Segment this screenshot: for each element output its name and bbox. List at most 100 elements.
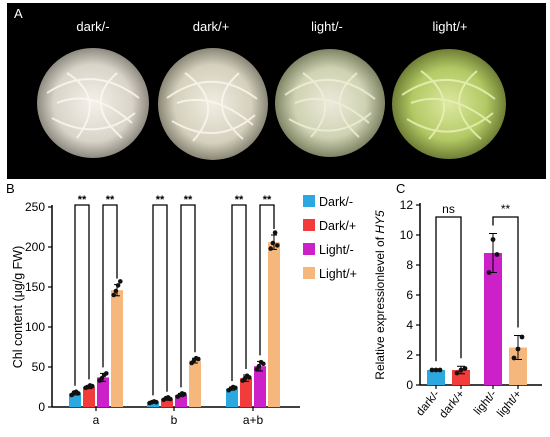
legend-swatch xyxy=(303,267,315,279)
data-point xyxy=(519,334,525,340)
data-point xyxy=(272,230,278,235)
bar-light-plus xyxy=(189,360,201,407)
panel-letter-b: B xyxy=(6,183,15,196)
data-point xyxy=(254,367,259,372)
y-tick-label: 50 xyxy=(32,360,46,374)
legend-swatch xyxy=(303,195,315,207)
x-tick-label: b xyxy=(171,413,178,427)
significance-bracket xyxy=(180,204,196,388)
data-point xyxy=(256,363,262,369)
data-point xyxy=(115,283,121,288)
bar-light-minus xyxy=(97,377,109,407)
data-point xyxy=(270,240,276,246)
panel-letter-a: A xyxy=(14,6,23,21)
x-tick-label: a xyxy=(93,413,100,427)
y-tick-label: 200 xyxy=(25,240,45,254)
legend-label: Dark/- xyxy=(319,195,353,209)
bar-dark-plus xyxy=(161,399,173,407)
significance-label: ns xyxy=(442,202,455,216)
y-axis-label-text: Relative expressionlevel of xyxy=(373,234,387,380)
data-point xyxy=(268,246,274,251)
significance-bracket xyxy=(152,204,168,396)
legend-label: Light/- xyxy=(319,243,354,257)
y-tick-label: 150 xyxy=(25,280,45,294)
x-tick-label: dark/+ xyxy=(437,388,467,421)
significance-bracket xyxy=(492,216,519,328)
significance-label: ** xyxy=(501,202,511,216)
x-tick-label: light/+ xyxy=(495,388,524,420)
data-point xyxy=(168,396,173,402)
photo-label-light-minus: light/- xyxy=(311,19,343,34)
significance-label: ** xyxy=(156,194,165,206)
data-point xyxy=(515,346,521,352)
y-axis-label-gene: HY5 xyxy=(373,210,387,234)
data-point xyxy=(90,383,95,389)
bar-dark-plus xyxy=(83,387,95,407)
legend-label: Light/+ xyxy=(319,267,357,281)
y-axis-label: Relative expressionlevel of HY5 xyxy=(373,210,387,380)
significance-label: ** xyxy=(184,194,193,206)
significance-bracket xyxy=(231,204,247,381)
data-point xyxy=(104,371,109,376)
significance-label: ** xyxy=(263,194,272,206)
data-point xyxy=(433,367,439,373)
data-point xyxy=(494,252,500,257)
data-point xyxy=(511,355,517,361)
bar-dark-minus xyxy=(147,402,159,407)
moss-sample-light-plus xyxy=(392,49,506,159)
data-point xyxy=(275,243,280,248)
y-tick-label: 8 xyxy=(406,258,413,272)
moss-sample-dark-plus xyxy=(158,48,268,160)
bar-light-minus xyxy=(254,366,266,407)
bar-light-minus xyxy=(484,253,502,385)
legend-label: Dark/+ xyxy=(319,219,356,233)
bar-dark-minus xyxy=(427,370,445,385)
data-point xyxy=(247,375,252,380)
y-tick-label: 4 xyxy=(406,318,413,332)
significance-label: ** xyxy=(78,194,87,206)
photo-label-light-plus: light/+ xyxy=(432,19,467,34)
hy5-expression-chart: C 0 2 4 6 8 10 12 Relative expressionlevel of HY… xyxy=(373,183,542,421)
legend-swatch xyxy=(303,243,315,255)
data-point xyxy=(458,367,464,373)
y-tick-label: 0 xyxy=(38,400,45,414)
significance-label: ** xyxy=(235,194,244,206)
data-point xyxy=(76,391,81,396)
data-point xyxy=(261,361,266,367)
legend-swatch xyxy=(303,219,315,231)
moss-sample-dark-minus xyxy=(37,48,149,158)
significance-label: ** xyxy=(106,194,115,206)
bar-light-plus xyxy=(111,290,123,407)
y-tick-label: 100 xyxy=(25,320,45,334)
y-tick-label: 2 xyxy=(406,348,413,362)
data-point xyxy=(486,270,492,275)
bar-dark-minus xyxy=(226,388,238,407)
data-point xyxy=(437,367,443,373)
y-tick-label: 0 xyxy=(406,378,413,392)
y-axis-label: Chl content (μg/g FW) xyxy=(11,246,25,369)
bar-light-plus xyxy=(268,242,280,407)
photo-label-dark-minus: dark/- xyxy=(76,19,109,34)
data-point xyxy=(490,237,496,242)
data-point xyxy=(118,279,123,284)
y-tick-label: 10 xyxy=(400,228,414,242)
y-tick-label: 12 xyxy=(400,198,414,212)
x-tick-label: a+b xyxy=(243,413,264,427)
panel-letter-c: C xyxy=(396,183,405,196)
y-tick-label: 6 xyxy=(406,288,413,302)
significance-bracket xyxy=(259,204,275,356)
data-point xyxy=(113,288,119,294)
y-tick-label: 250 xyxy=(25,200,45,214)
chl-content-chart: B 0 50 100 150 200 250 Chl content (μg/g FW) a b a… xyxy=(6,183,357,427)
data-point xyxy=(462,366,468,371)
data-point xyxy=(182,391,187,397)
moss-sample-light-minus xyxy=(275,49,385,157)
data-point xyxy=(99,375,105,381)
data-point xyxy=(196,356,201,362)
significance-bracket xyxy=(102,204,118,368)
bar-dark-plus xyxy=(240,378,252,407)
photo-label-dark-plus: dark/+ xyxy=(193,19,230,34)
photo-panel: A dark/- dark/+ light/- light/+ xyxy=(7,3,546,179)
significance-bracket xyxy=(435,216,462,362)
data-point xyxy=(233,385,238,391)
